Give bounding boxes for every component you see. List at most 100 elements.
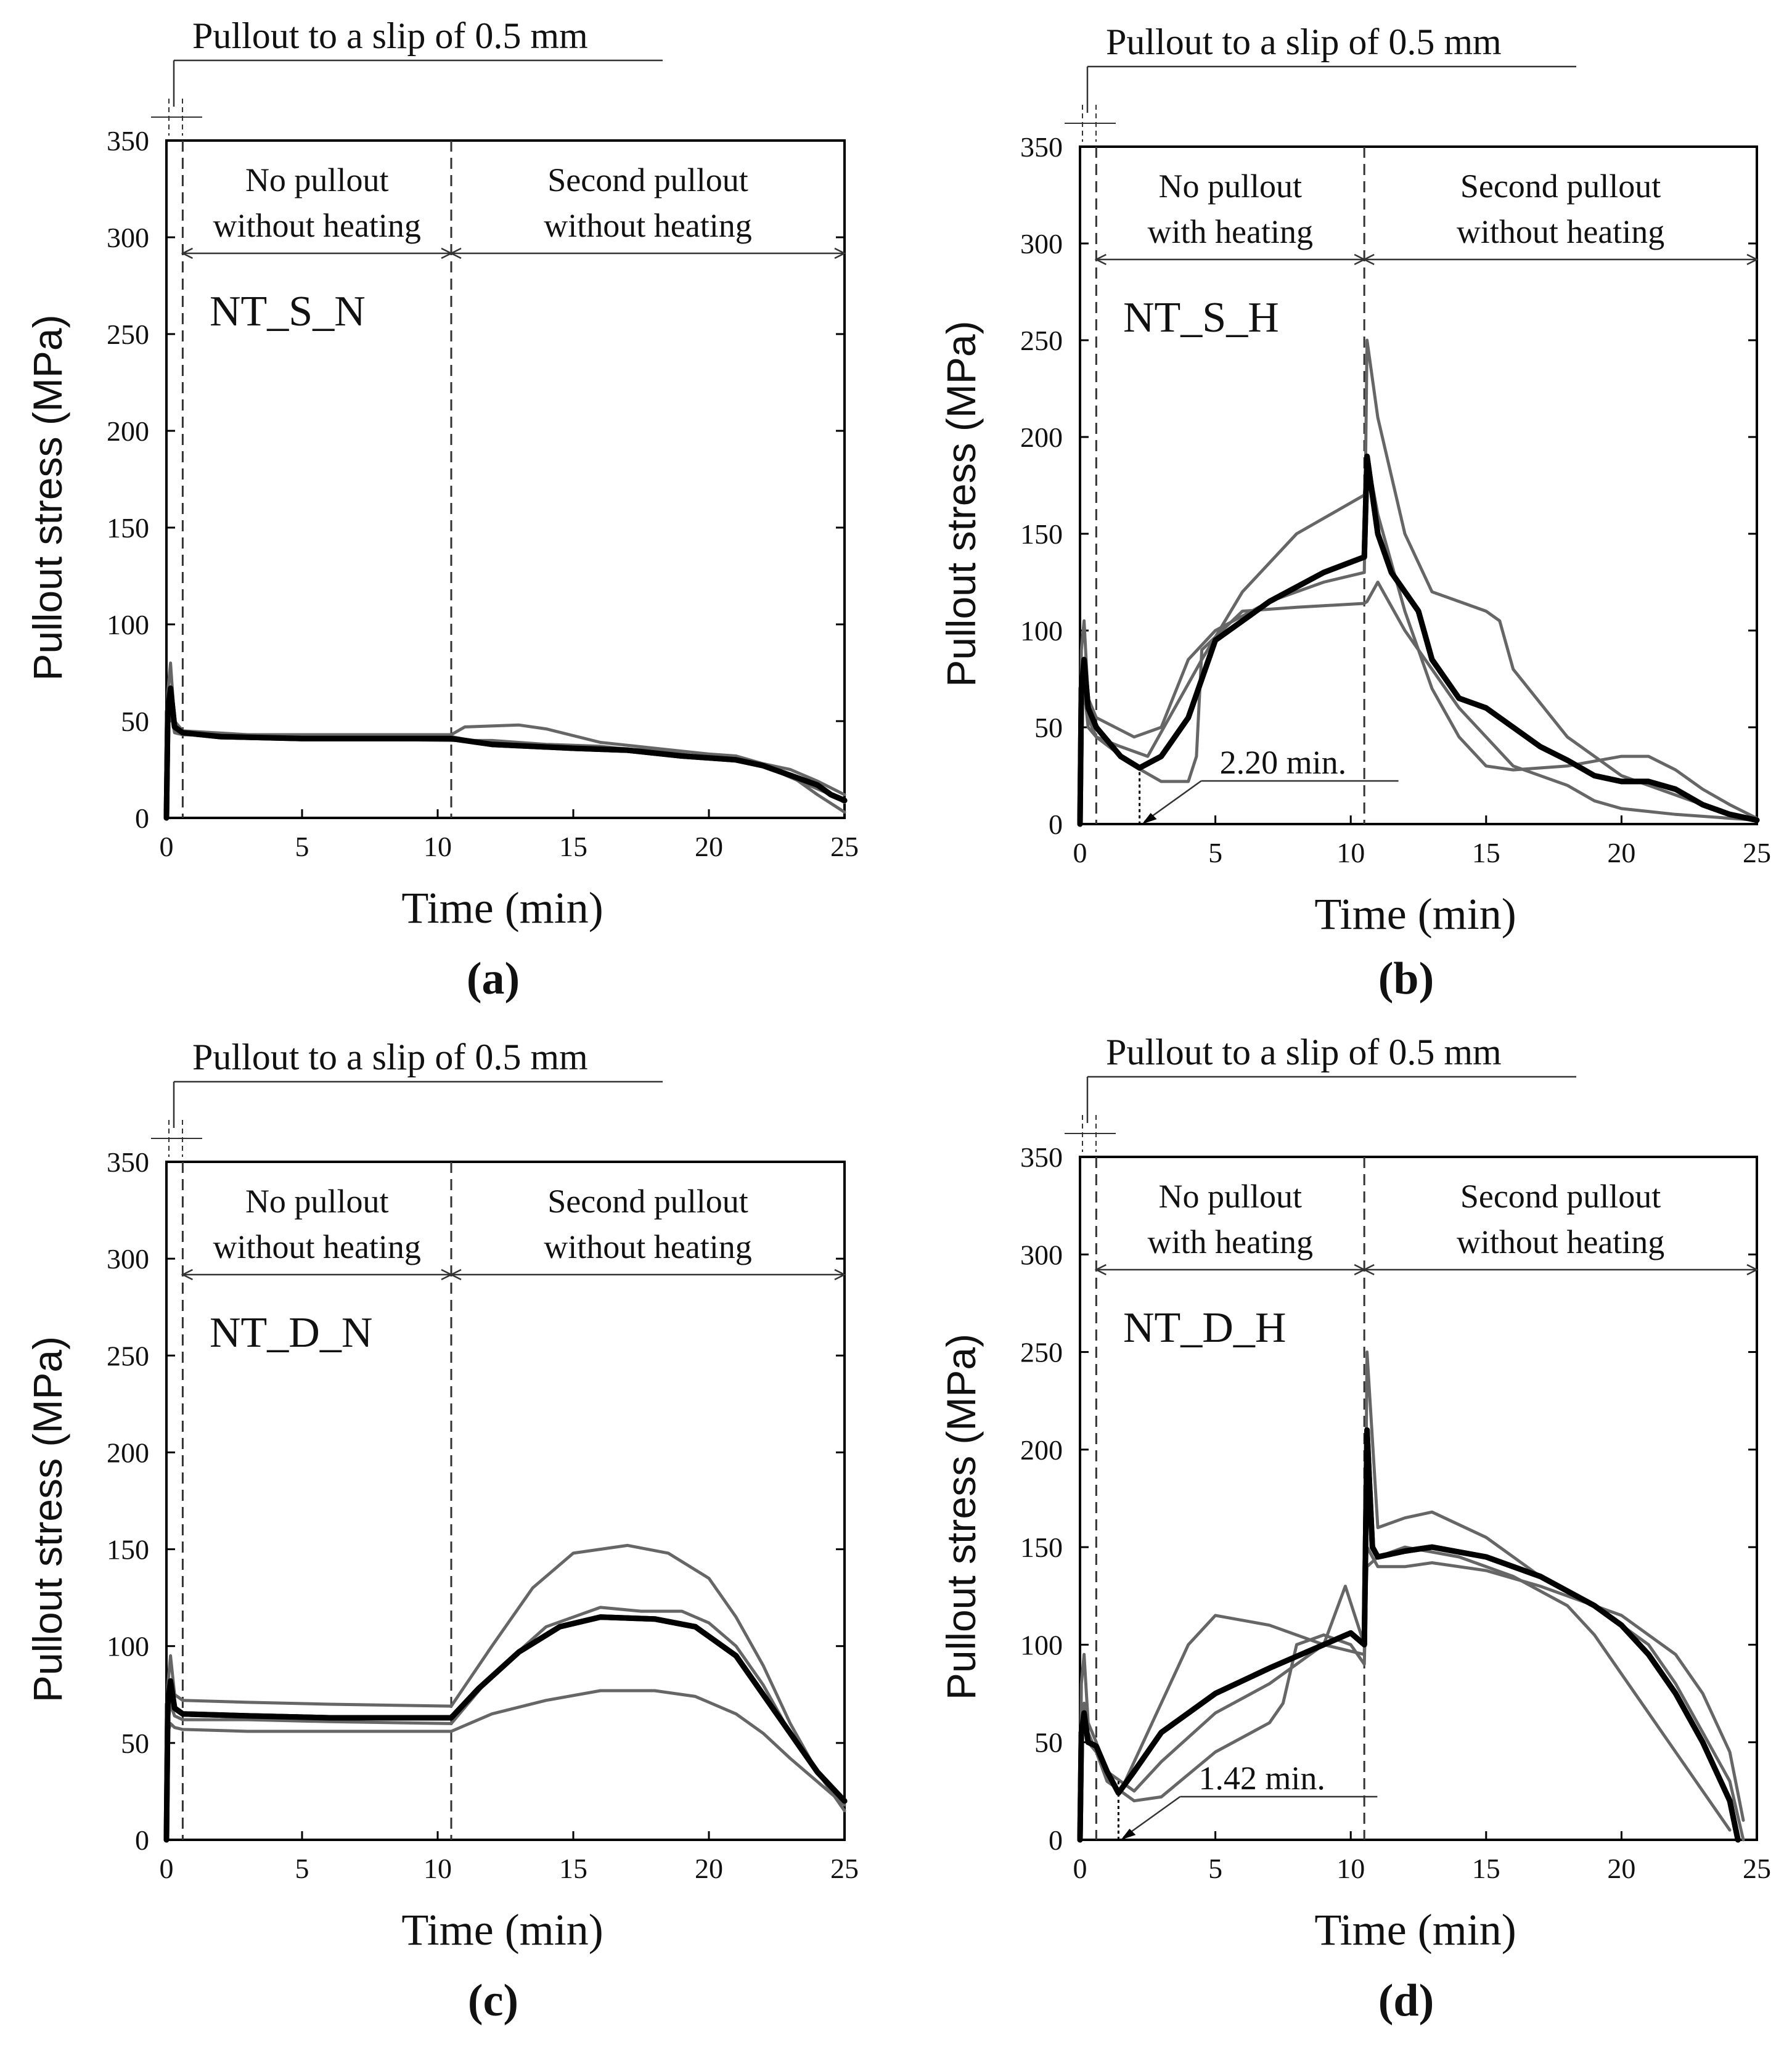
x-tick-label: 15 bbox=[559, 1853, 587, 1884]
y-tick-label: 350 bbox=[107, 1146, 149, 1178]
y-tick-label: 350 bbox=[107, 125, 149, 157]
annotation-text: 1.42 min. bbox=[1198, 1760, 1325, 1797]
x-tick-label: 0 bbox=[160, 1853, 174, 1884]
phase-arrow-second-head-left bbox=[1362, 1264, 1375, 1276]
phase-label: No pullout bbox=[245, 1183, 389, 1220]
chart-panel-c: 0 50 100 150 200 250 300 350 0 5 10 15 20 25 Time (min… bbox=[25, 1037, 859, 2026]
phase-label: Second pullout bbox=[1460, 1178, 1661, 1215]
x-axis-title: Time (min) bbox=[401, 883, 603, 933]
y-axis-title: Pullout stress (MPa) bbox=[938, 321, 984, 687]
phase-arrow-second-head-right bbox=[1746, 1264, 1759, 1276]
phase-label: without heating bbox=[213, 207, 420, 244]
x-tick-label: 10 bbox=[423, 1853, 452, 1884]
plot-frame bbox=[165, 1161, 846, 1841]
y-tick-label: 100 bbox=[1020, 1629, 1063, 1660]
x-tick-label: 5 bbox=[295, 1853, 309, 1884]
phase-label: with heating bbox=[1148, 1223, 1313, 1260]
bracket-title: Pullout to a slip of 0.5 mm bbox=[192, 1037, 588, 1077]
y-tick-label: 250 bbox=[107, 319, 149, 350]
specimen-name: NT_S_H bbox=[1123, 294, 1279, 341]
phase-label: without heating bbox=[544, 207, 751, 244]
x-axis-title: Time (min) bbox=[1314, 889, 1516, 939]
x-axis-title: Time (min) bbox=[1314, 1905, 1516, 1954]
y-tick-label: 100 bbox=[1020, 615, 1063, 647]
y-tick-label: 150 bbox=[107, 512, 149, 544]
y-tick-label: 350 bbox=[1020, 131, 1063, 163]
annotation-text: 2.20 min. bbox=[1220, 744, 1347, 781]
series-line-specimen-1 bbox=[1078, 338, 1759, 826]
panel-label: (c) bbox=[468, 1975, 518, 2026]
phase-label: without heating bbox=[544, 1228, 751, 1265]
x-tick-label: 0 bbox=[1073, 837, 1087, 868]
series-line-specimen-2 bbox=[165, 1606, 846, 1842]
phase-arrow-second-head-left bbox=[449, 1268, 462, 1281]
x-tick-label: 15 bbox=[1472, 1853, 1500, 1884]
y-tick-label: 0 bbox=[135, 802, 149, 834]
series-line-mean-top bbox=[163, 1614, 848, 1843]
y-axis-title: Pullout stress (MPa) bbox=[25, 1336, 70, 1702]
x-tick-label: 20 bbox=[1607, 837, 1635, 868]
y-tick-label: 150 bbox=[1020, 518, 1063, 550]
y-tick-label: 300 bbox=[1020, 1239, 1063, 1270]
phase-arrow-second-head-right bbox=[834, 247, 846, 259]
x-tick-label: 10 bbox=[423, 831, 452, 862]
x-tick-label: 0 bbox=[1073, 1853, 1087, 1884]
x-axis-title: Time (min) bbox=[401, 1905, 603, 1954]
y-tick-label: 0 bbox=[1049, 809, 1063, 840]
phase-label: No pullout bbox=[245, 161, 389, 198]
phase-label: Second pullout bbox=[1460, 168, 1661, 205]
chart-panel-d: 0 50 100 150 200 250 300 350 0 5 10 15 20 25 Time (min… bbox=[938, 1032, 1771, 2026]
phase-label: with heating bbox=[1148, 213, 1313, 250]
annotation-arrowhead bbox=[1121, 1829, 1136, 1840]
x-tick-label: 25 bbox=[1743, 1853, 1771, 1884]
phase-arrow-first-head-left bbox=[1094, 1264, 1107, 1276]
y-axis-title: Pullout stress (MPa) bbox=[25, 314, 70, 680]
phase-arrow-first-head-left bbox=[1094, 253, 1107, 266]
phase-arrow-second-head-right bbox=[834, 1268, 846, 1281]
y-tick-label: 300 bbox=[1020, 228, 1063, 259]
y-tick-label: 150 bbox=[107, 1534, 149, 1566]
plot-frame bbox=[1079, 1156, 1758, 1841]
chart-panel-b: 0 50 100 150 200 250 300 350 0 5 10 15 20 25 Time (min… bbox=[938, 22, 1771, 1004]
x-tick-label: 20 bbox=[695, 831, 723, 862]
y-tick-label: 250 bbox=[1020, 325, 1063, 356]
annotation-arrowhead bbox=[1142, 813, 1157, 824]
x-tick-label: 5 bbox=[1208, 1853, 1222, 1884]
specimen-name: NT_S_N bbox=[210, 288, 366, 335]
y-tick-label: 100 bbox=[107, 609, 149, 640]
phase-arrow-first-head-left bbox=[181, 1268, 193, 1281]
phase-label: without heating bbox=[213, 1228, 420, 1265]
y-tick-label: 150 bbox=[1020, 1532, 1063, 1563]
series-line-mean-top bbox=[1077, 453, 1760, 827]
y-tick-label: 50 bbox=[1034, 712, 1063, 743]
bracket-title: Pullout to a slip of 0.5 mm bbox=[1106, 22, 1502, 62]
x-tick-label: 20 bbox=[1607, 1853, 1635, 1884]
x-tick-label: 0 bbox=[160, 831, 174, 862]
annotation-leader bbox=[1123, 1795, 1181, 1839]
panel-label: (a) bbox=[467, 954, 520, 1004]
y-tick-label: 250 bbox=[1020, 1337, 1063, 1368]
y-tick-label: 50 bbox=[121, 706, 149, 737]
phase-label: No pullout bbox=[1158, 168, 1302, 205]
y-tick-label: 300 bbox=[107, 222, 149, 253]
x-tick-label: 20 bbox=[695, 1853, 723, 1884]
chart-panel-a: 0 50 100 150 200 250 300 350 0 5 10 15 20 25 Time (min… bbox=[25, 15, 859, 1004]
phase-label: Second pullout bbox=[547, 161, 748, 198]
x-tick-label: 25 bbox=[1743, 837, 1771, 868]
y-tick-label: 0 bbox=[1049, 1824, 1063, 1856]
x-tick-label: 10 bbox=[1336, 1853, 1365, 1884]
specimen-name: NT_D_H bbox=[1123, 1304, 1286, 1352]
bracket-title: Pullout to a slip of 0.5 mm bbox=[1106, 1032, 1502, 1072]
y-tick-label: 200 bbox=[107, 415, 149, 447]
y-tick-label: 50 bbox=[1034, 1727, 1063, 1758]
x-tick-label: 15 bbox=[559, 831, 587, 862]
annotation-leader bbox=[1144, 780, 1202, 823]
panel-label: (b) bbox=[1378, 954, 1434, 1004]
phase-label: without heating bbox=[1457, 213, 1664, 250]
phase-label: No pullout bbox=[1158, 1178, 1302, 1215]
y-tick-label: 100 bbox=[107, 1631, 149, 1662]
panel-label: (d) bbox=[1378, 1975, 1434, 2026]
y-tick-label: 200 bbox=[1020, 1434, 1063, 1466]
y-tick-label: 350 bbox=[1020, 1141, 1063, 1173]
